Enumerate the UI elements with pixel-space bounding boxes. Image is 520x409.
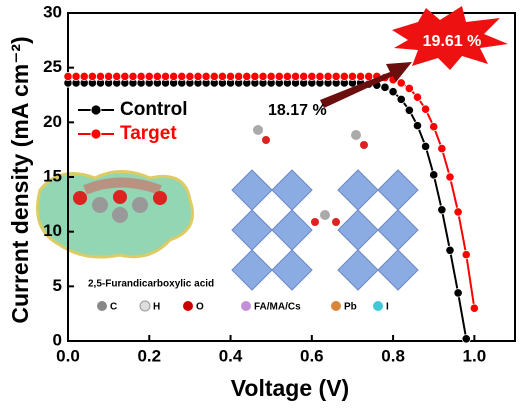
data-point <box>420 104 431 114</box>
x-tick-label: 0.4 <box>219 346 243 365</box>
data-point <box>225 71 236 82</box>
data-point <box>323 71 333 82</box>
x-tick-label: 1.0 <box>463 346 487 365</box>
data-point <box>404 105 414 115</box>
inset-atom-label: I <box>386 302 389 313</box>
data-point <box>339 71 349 82</box>
data-point <box>299 71 309 82</box>
inset-atom-label: C <box>110 302 117 313</box>
data-point <box>388 87 398 97</box>
data-point <box>282 71 293 82</box>
data-point <box>429 170 439 180</box>
data-point <box>185 71 195 82</box>
legend-label: Control <box>120 99 188 120</box>
inset-atom-label: O <box>196 302 204 313</box>
data-point <box>469 303 479 313</box>
x-tick-label: 0.0 <box>56 346 80 365</box>
data-point <box>160 71 171 82</box>
data-point <box>461 250 471 260</box>
y-tick-label: 15 <box>43 166 62 185</box>
data-point <box>63 71 73 82</box>
legend-marker <box>90 128 102 140</box>
y-tick-label: 25 <box>43 57 62 76</box>
y-tick-label: 10 <box>43 221 62 240</box>
data-point <box>290 71 301 82</box>
data-point <box>315 71 325 82</box>
data-point <box>104 71 114 82</box>
inset-atom-label: H <box>153 302 160 313</box>
y-tick-label: 20 <box>43 112 62 131</box>
data-point <box>404 83 414 94</box>
data-point <box>120 71 130 82</box>
y-axis-title: Current density (mA cm⁻²) <box>7 36 33 323</box>
starburst <box>392 6 508 70</box>
data-point <box>445 172 455 182</box>
data-point <box>307 71 317 82</box>
data-point <box>412 92 423 102</box>
data-point <box>437 205 447 215</box>
data-point <box>234 71 244 82</box>
data-point <box>437 143 447 154</box>
data-point <box>217 71 228 82</box>
annotation-target: 19.61 % <box>423 33 482 50</box>
data-point <box>453 288 463 298</box>
data-point <box>412 121 423 131</box>
data-point <box>420 141 431 151</box>
data-point <box>71 71 81 82</box>
x-tick-label: 0.6 <box>300 346 324 365</box>
data-point <box>177 71 187 82</box>
data-point <box>461 334 471 344</box>
x-tick-label: 0.8 <box>381 346 405 365</box>
inset-atom-label: Pb <box>344 302 357 313</box>
data-point <box>453 207 463 217</box>
data-point <box>87 71 97 82</box>
inset-atom-label: FA/MA/Cs <box>254 302 301 313</box>
data-point <box>144 71 154 82</box>
data-point <box>380 82 390 92</box>
y-tick-label: 30 <box>43 2 62 21</box>
y-tick-label: 5 <box>53 276 62 295</box>
data-point <box>242 71 252 82</box>
data-point <box>95 71 106 82</box>
data-point <box>396 94 406 104</box>
inset-molecule-label: 2,5-Furandicarboxylic acid <box>88 279 214 290</box>
data-point <box>128 71 138 82</box>
data-point <box>79 71 89 82</box>
inset-illustration <box>36 125 419 312</box>
y-tick-label: 0 <box>53 330 62 349</box>
data-point <box>274 71 284 82</box>
data-point <box>201 71 211 82</box>
data-point <box>250 71 260 82</box>
data-point <box>169 71 179 82</box>
annotation-arrow <box>320 62 412 108</box>
legend-marker <box>90 104 102 116</box>
data-point <box>445 245 455 255</box>
data-point <box>152 71 162 82</box>
data-point <box>347 71 358 82</box>
data-point <box>112 71 122 82</box>
data-point <box>331 71 341 82</box>
x-tick-label: 0.2 <box>137 346 161 365</box>
data-point <box>193 71 203 82</box>
legend-label: Target <box>120 123 177 144</box>
data-point <box>355 71 366 82</box>
x-axis-title: Voltage (V) <box>231 375 349 401</box>
data-point <box>396 78 406 88</box>
data-point <box>266 71 276 82</box>
annotation-control: 18.17 % <box>268 102 327 119</box>
data-point <box>209 71 219 82</box>
data-point <box>258 71 268 82</box>
data-point <box>429 122 439 132</box>
data-point <box>136 71 146 82</box>
